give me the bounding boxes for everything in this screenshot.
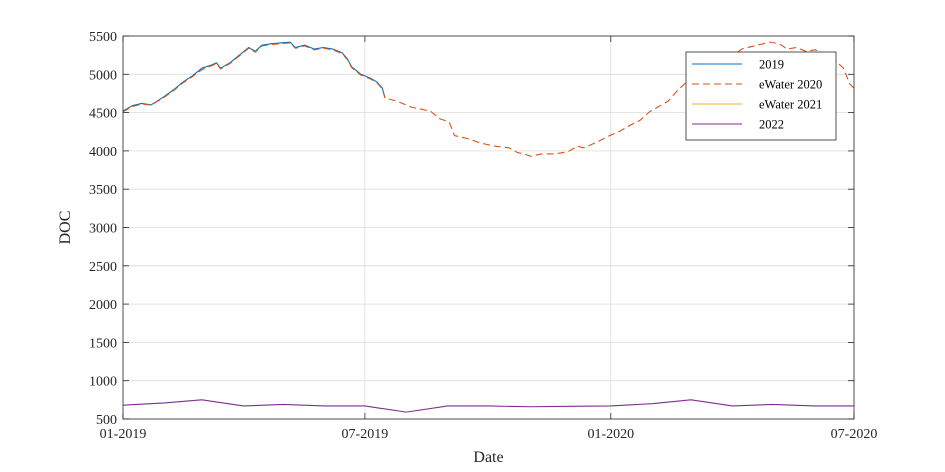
y-tick-label: 1000 [89,375,117,390]
series-line-2022 [123,399,854,413]
series-line-2019 [123,41,386,112]
legend: 2019 eWater 2020 eWater 2021 2022 [685,51,837,141]
y-tick-label: 5500 [89,30,117,45]
y-tick-label: 2000 [89,298,117,313]
series-layer [123,41,854,413]
legend-box [685,51,837,141]
legend-label: eWater 2021 [759,98,822,112]
series-line-ewater-2020 [123,41,854,157]
y-tick-label: 3500 [89,183,117,198]
y-tick-label: 2500 [89,260,117,275]
y-tick-label: 1500 [89,336,117,351]
x-tick-label: 01-2019 [100,427,147,442]
y-axis-label: DOC [57,211,74,245]
x-tick-label: 07-2019 [342,427,389,442]
y-tick-label: 3000 [89,222,117,237]
legend-label: 2019 [759,58,784,72]
legend-label: eWater 2020 [759,78,822,92]
x-tick-label: 01-2020 [587,427,634,442]
y-tick-label: 5000 [89,68,117,83]
y-tick-label: 4000 [89,145,117,160]
ticks: 500 1000 1500 2000 2500 3000 3500 4000 4500 5000 5… [89,30,877,442]
y-tick-label: 4500 [89,107,117,122]
x-tick-label: 07-2020 [831,427,878,442]
legend-label: 2022 [759,118,784,132]
y-tick-label: 500 [96,413,117,428]
x-axis-label: Date [473,449,503,466]
